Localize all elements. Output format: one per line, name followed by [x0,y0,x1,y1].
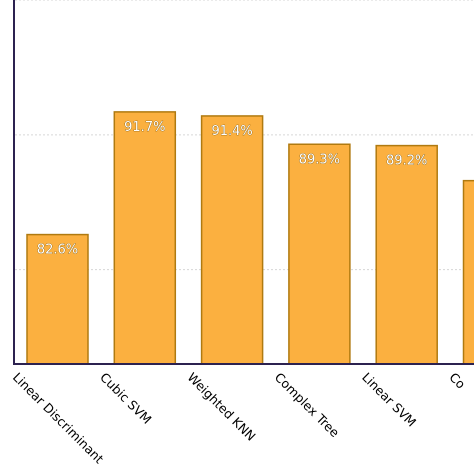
bar-1 [113,111,177,365]
x-tick-label-3: Complex Tree [272,370,343,441]
data-label-1: 91.7% [124,120,165,135]
x-tick-label-2: Weighted KNN [184,370,258,444]
data-label-0: 82.6% [37,243,78,258]
bar-3 [288,143,351,365]
bar-5 [462,179,474,365]
x-tick-label-4: Linear SVM [359,370,419,430]
data-labels: 82.6% 91.7% 91.4% 89.3% 89.2% [37,120,428,258]
data-label-3: 89.3% [299,152,340,167]
bars [26,111,474,365]
x-tick-label-0: Linear Discriminant [10,370,107,467]
x-tick-label-5: Co [446,370,468,392]
x-tick-label-1: Cubic SVM [97,370,154,427]
data-label-4: 89.2% [386,154,427,169]
data-label-2: 91.4% [211,124,252,139]
bar-2 [200,115,264,365]
bar-4 [375,144,438,365]
